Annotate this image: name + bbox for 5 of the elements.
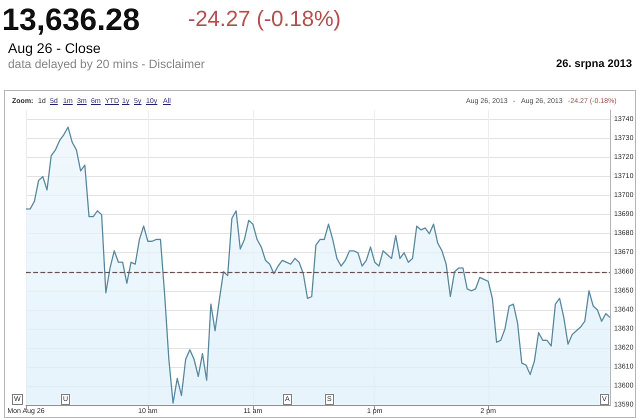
text: 26. srpna 2013 [556,58,632,70]
chart-title: 13,636.28 [2,2,140,38]
text: Aug 26 - Close [8,40,101,56]
text: data delayed by 20 mins - Disclaimer [8,57,205,71]
text: -24.27 (-0.18%) [188,6,341,32]
